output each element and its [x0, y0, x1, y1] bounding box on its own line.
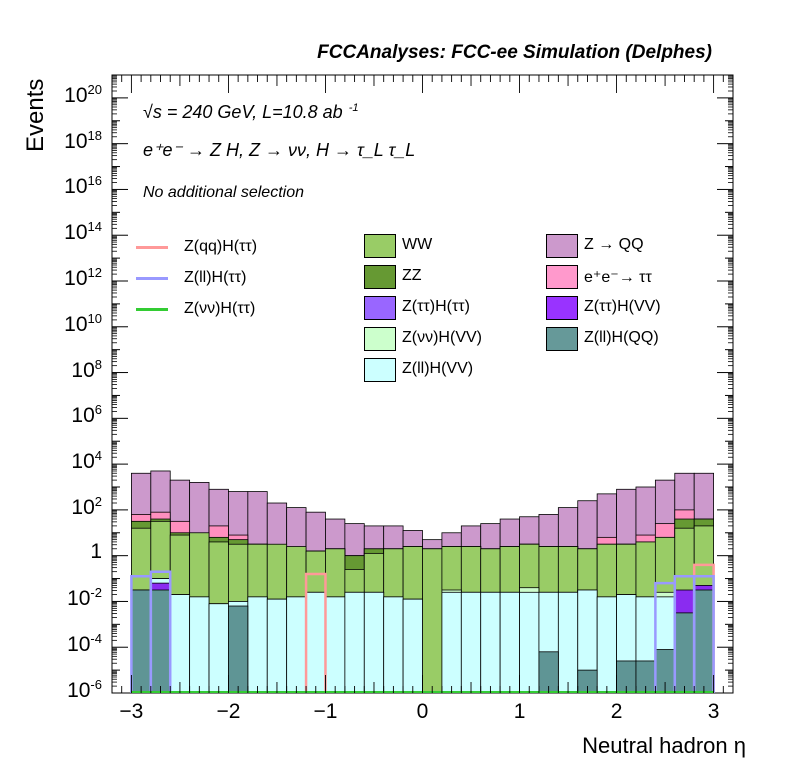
bin-z-ll-h-vv--7	[266, 598, 288, 694]
x-tick-label: 2	[610, 700, 623, 723]
bin-z-ll-h-vv--8	[286, 596, 307, 694]
legend-marker	[546, 234, 578, 258]
y-tick-label: 108	[71, 356, 102, 382]
legend-label: ZZ	[402, 267, 422, 284]
legend-label: e⁺e⁻→ ττ	[584, 269, 652, 286]
signal-z-ll-h--29	[692, 575, 715, 693]
legend-marker	[364, 296, 396, 320]
bin-z-ll-h-vv--6	[247, 596, 268, 694]
legend-label: Z(νν)H(VV)	[402, 329, 482, 346]
signal-z-ll-h--1	[149, 570, 172, 693]
y-tick-label: 10-6	[67, 677, 102, 702]
legend-label: Z(qq)H(ττ)	[184, 238, 258, 255]
bin-z-ll-h-vv--9	[305, 591, 326, 694]
bin-z-ll-h-qq--1	[150, 589, 171, 694]
y-tick-label: 104	[71, 448, 102, 474]
legend-label: Z(ll)H(QQ)	[584, 329, 659, 346]
bin-z-ll-h-vv--16	[441, 591, 462, 694]
y-tick-label: 1	[90, 539, 102, 563]
y-tick-label: 10-2	[67, 585, 102, 611]
y-tick-label: 10-4	[67, 631, 102, 657]
chart-title: FCCAnalyses: FCC-ee Simulation (Delphes)	[317, 42, 712, 63]
bin-z-ll-h-vv--20	[519, 591, 540, 694]
legend-label: Z(ll)H(VV)	[402, 360, 474, 377]
y-tick-label: 1012	[64, 265, 102, 290]
legend-label: WW	[402, 236, 433, 253]
bin-z-ll-h-vv--24	[596, 596, 617, 694]
bin-z-ll-h-vv--13	[383, 596, 404, 694]
x-tick-label: 3	[707, 700, 720, 723]
bin-z-ll-h-qq--5	[228, 605, 249, 694]
selection-annotation: No additional selection	[143, 184, 304, 201]
bin-z-ll-h-vv--11	[344, 591, 365, 694]
legend-marker	[136, 308, 168, 311]
bin-z-ll-h-vv--17	[460, 591, 482, 694]
bin-z-ll-h-qq--0	[131, 589, 152, 694]
legend-marker	[546, 265, 578, 289]
x-tick-label: −1	[313, 700, 338, 723]
legend-marker	[136, 277, 168, 280]
legend-marker	[364, 234, 396, 258]
legend-label: Z(ττ)H(VV)	[584, 298, 661, 315]
legend-marker	[364, 265, 396, 289]
bin-z-ll-h-qq--29	[693, 589, 714, 694]
y-tick-label: 1018	[64, 127, 102, 153]
y-tick-label: 1016	[64, 173, 102, 199]
bin-z-ll-h-vv--18	[480, 591, 501, 694]
bin-z-ll-h-vv--3	[189, 596, 210, 694]
y-tick-label: 1014	[64, 219, 102, 245]
x-tick-label: −3	[119, 700, 144, 723]
bin-z-ll-h-vv--14	[402, 598, 423, 694]
y-tick-label: 106	[71, 402, 102, 428]
bin-z-ll-h-vv--22	[557, 591, 579, 694]
bin-z-ll-h-vv--12	[363, 591, 385, 694]
bin-ww-15	[422, 548, 443, 694]
legend-marker	[546, 327, 578, 351]
bin-z-ll-h-vv--19	[499, 591, 520, 694]
x-axis-label: Neutral hadron η	[582, 733, 746, 758]
y-tick-label: 1010	[64, 310, 102, 336]
x-tick-label: 0	[416, 700, 429, 723]
energy-annotation: √s = 240 GeV, L=10.8 ab -1	[143, 102, 359, 122]
x-tick-label: −2	[216, 700, 241, 723]
bin-z-ll-h-vv--2	[169, 594, 191, 694]
process-annotation: e⁺e⁻ → Z H, Z → νν, H → τ_L τ_L	[143, 140, 416, 160]
y-tick-label: 1020	[64, 81, 102, 107]
bin-z-ll-h-vv--10	[325, 596, 346, 694]
legend-label: Z(ττ)H(ττ)	[402, 298, 470, 315]
legend-label: Z(νν)H(ττ)	[184, 300, 256, 317]
legend-marker	[136, 246, 168, 249]
bin-z-ll-h-qq--28	[674, 612, 695, 694]
signal-z-qq-h--9	[304, 572, 327, 693]
legend-marker	[546, 296, 578, 320]
bin-z-ll-h-vv--4	[208, 603, 229, 694]
legend-marker	[364, 327, 396, 351]
legend-marker	[364, 358, 396, 382]
legend-label: Z(ll)H(ττ)	[184, 269, 247, 286]
y-tick-label: 102	[71, 493, 102, 519]
legend-label: Z → QQ	[584, 236, 644, 253]
x-tick-label: 1	[513, 700, 526, 723]
